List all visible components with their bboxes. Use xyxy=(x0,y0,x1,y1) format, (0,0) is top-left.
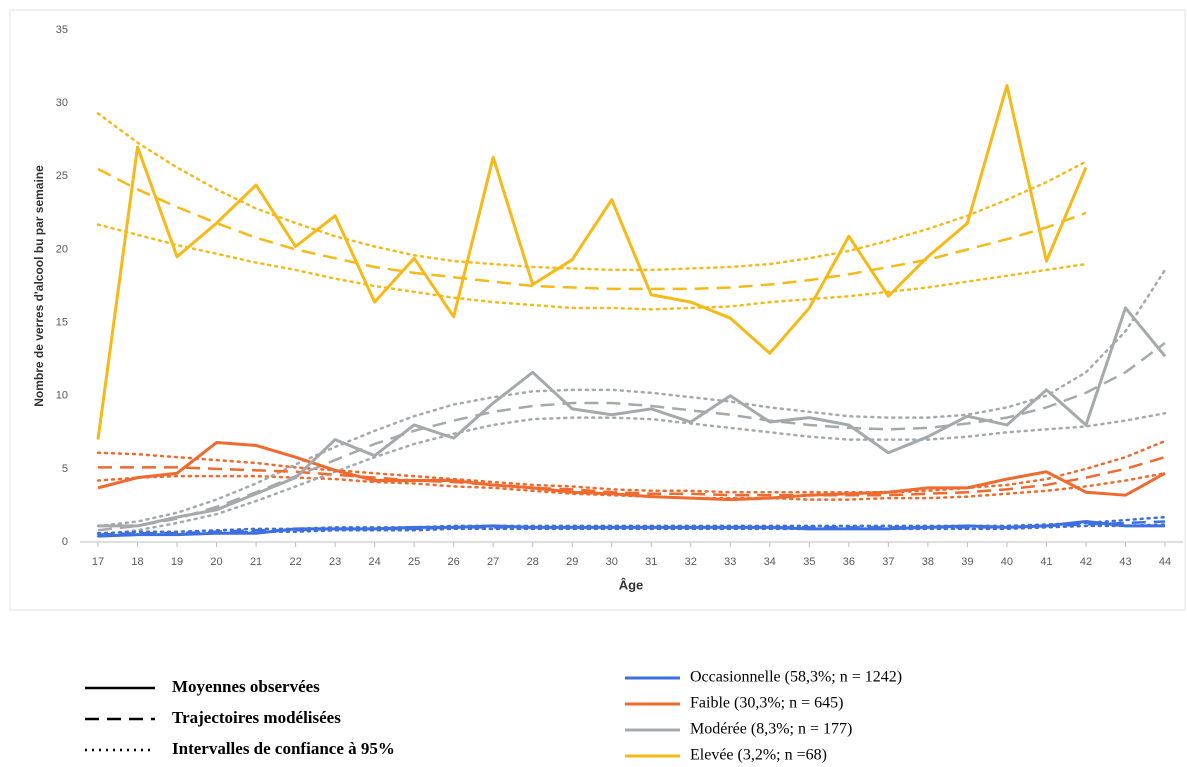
series-line xyxy=(96,84,1088,440)
series-line xyxy=(97,520,1165,538)
x-tick-label: 32 xyxy=(685,556,697,568)
legend-label: Trajectoires modélisées xyxy=(172,708,341,727)
x-axis-label: Âge xyxy=(619,577,644,592)
x-tick-label: 36 xyxy=(843,556,855,568)
x-tick-label: 25 xyxy=(408,556,420,568)
x-tick-label: 20 xyxy=(210,556,222,568)
x-tick-label: 35 xyxy=(803,556,815,568)
legend-label: Occasionnelle (58,3%; n = 1242) xyxy=(690,669,902,686)
x-tick-label: 38 xyxy=(922,556,934,568)
series-line xyxy=(96,223,1088,311)
x-tick-label: 42 xyxy=(1080,556,1092,568)
legend-label: Elevée (3,2%; n =68) xyxy=(690,747,827,764)
legend-label: Faible (30,3%; n = 645) xyxy=(690,695,843,712)
x-tick-label: 22 xyxy=(289,556,301,568)
series-line xyxy=(96,112,1088,272)
series-line xyxy=(97,441,1166,502)
x-tick-label: 39 xyxy=(961,556,973,568)
y-tick-label: 0 xyxy=(62,536,68,548)
legend-label: Modérée (8,3%; n = 177) xyxy=(690,721,852,738)
x-tick-label: 43 xyxy=(1119,556,1131,568)
x-tick-label: 31 xyxy=(645,556,657,568)
series-line xyxy=(98,455,1166,497)
x-tick-label: 30 xyxy=(606,556,618,568)
series-line xyxy=(98,306,1167,528)
series-line xyxy=(96,412,1167,536)
y-tick-label: 35 xyxy=(56,24,68,36)
x-tick-label: 29 xyxy=(566,556,578,568)
y-tick-label: 20 xyxy=(56,243,68,255)
x-tick-label: 33 xyxy=(724,556,736,568)
y-axis-label: Nombre de verres d'alcool bu par semaine xyxy=(32,165,46,407)
x-tick-label: 26 xyxy=(448,556,460,568)
y-tick-label: 25 xyxy=(56,170,68,182)
x-tick-label: 40 xyxy=(1001,556,1013,568)
x-tick-label: 37 xyxy=(882,556,894,568)
x-tick-label: 17 xyxy=(92,556,104,568)
legend-label: Intervalles de confiance à 95% xyxy=(172,739,395,758)
y-tick-label: 5 xyxy=(62,463,68,475)
legend-label: Moyennes observées xyxy=(172,677,320,696)
x-tick-label: 19 xyxy=(171,556,183,568)
x-tick-label: 18 xyxy=(131,556,143,568)
x-tick-label: 24 xyxy=(369,556,381,568)
x-tick-label: 41 xyxy=(1040,556,1052,568)
x-tick-label: 44 xyxy=(1159,556,1171,568)
x-tick-label: 28 xyxy=(527,556,539,568)
x-tick-label: 23 xyxy=(329,556,341,568)
y-tick-label: 15 xyxy=(56,316,68,328)
x-tick-label: 34 xyxy=(764,556,776,568)
y-tick-label: 10 xyxy=(56,390,68,402)
x-tick-label: 21 xyxy=(250,556,262,568)
series-line xyxy=(96,439,1167,494)
y-tick-label: 30 xyxy=(56,97,68,109)
series-line xyxy=(97,167,1087,291)
x-tick-label: 27 xyxy=(487,556,499,568)
